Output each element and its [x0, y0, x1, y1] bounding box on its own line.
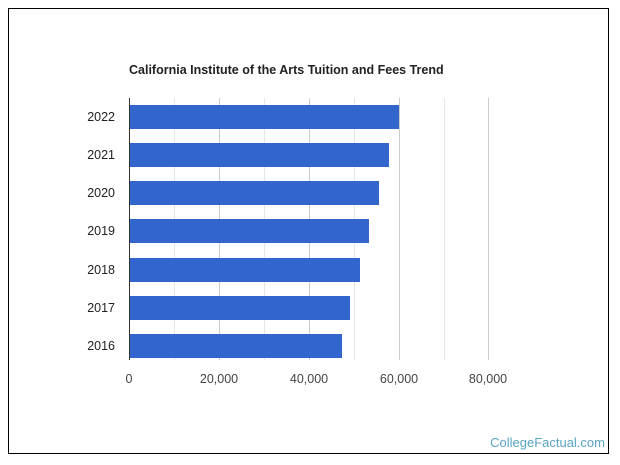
gridline: [399, 98, 400, 360]
y-tick-label: 2018: [87, 263, 115, 277]
bar-2016[interactable]: [129, 334, 342, 358]
x-tick-label: 0: [125, 372, 133, 386]
x-tick-label: 40,000: [289, 372, 329, 386]
gridline: [488, 98, 489, 360]
y-tick-label: 2020: [87, 186, 115, 200]
bar-2020[interactable]: [129, 181, 379, 205]
bar-2019[interactable]: [129, 219, 369, 243]
y-tick-label: 2022: [87, 110, 115, 124]
bar-2018[interactable]: [129, 258, 360, 282]
chart-title: California Institute of the Arts Tuition…: [129, 63, 444, 77]
bar-2021[interactable]: [129, 143, 389, 167]
y-tick-label: 2019: [87, 224, 115, 238]
x-tick-label: 60,000: [379, 372, 419, 386]
y-axis-line: [129, 98, 130, 360]
bar-2017[interactable]: [129, 296, 350, 320]
y-tick-label: 2016: [87, 339, 115, 353]
x-tick-label: 20,000: [199, 372, 239, 386]
source-credit-link[interactable]: CollegeFactual.com: [490, 435, 605, 450]
y-tick-label: 2021: [87, 148, 115, 162]
bar-2022[interactable]: [129, 105, 399, 129]
x-tick-label: 80,000: [468, 372, 508, 386]
gridline: [444, 98, 445, 360]
y-tick-label: 2017: [87, 301, 115, 315]
plot-area: [129, 98, 489, 360]
